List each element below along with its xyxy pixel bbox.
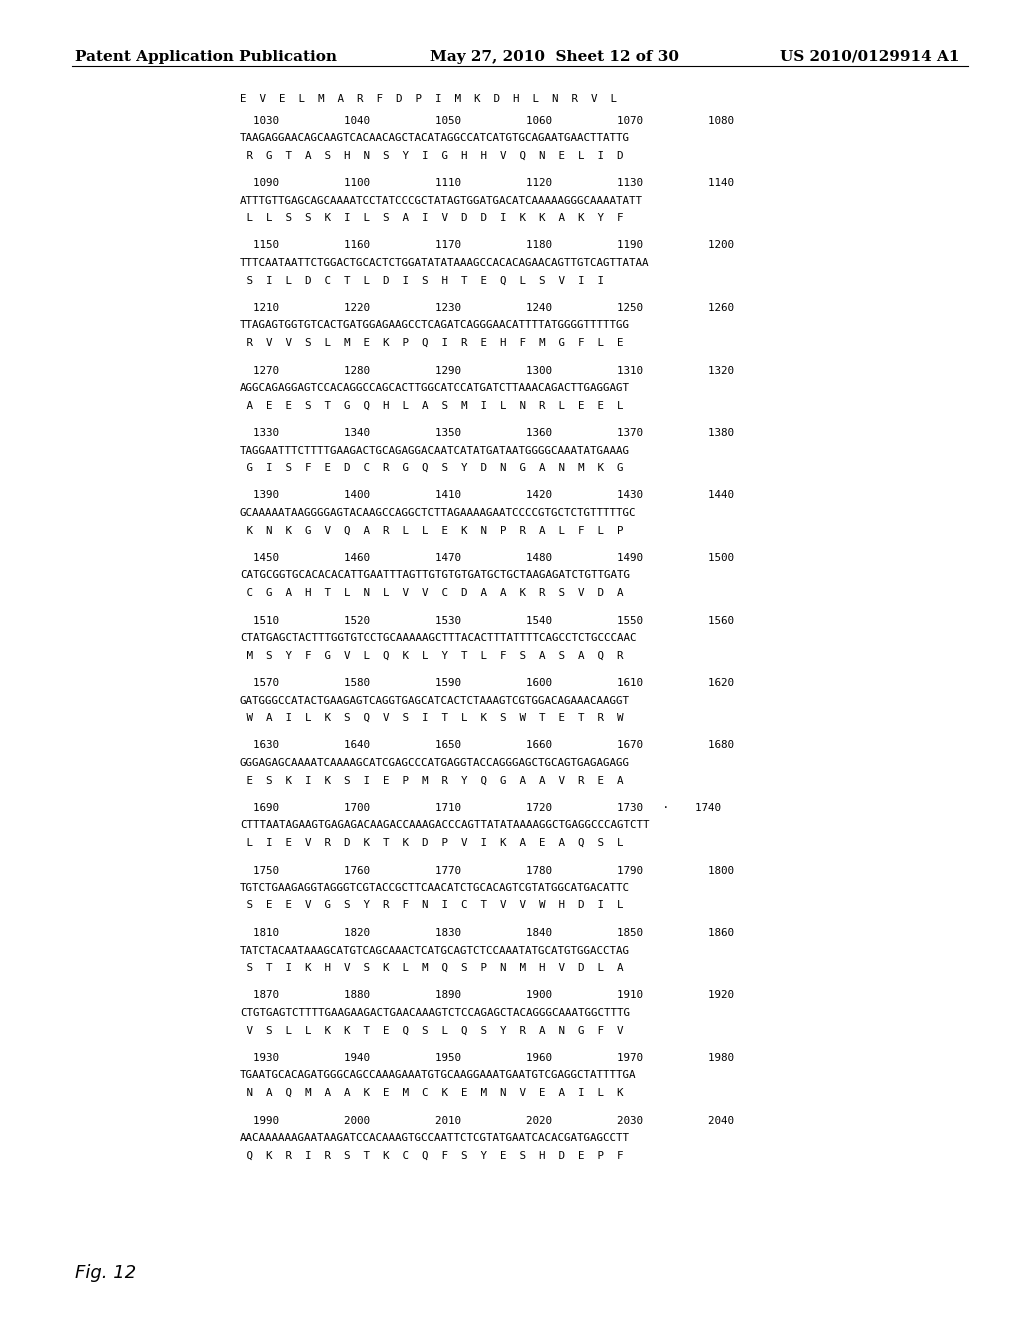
Text: ATTTGTTGAGCAGCAAAATCCTATCCCGCTATAGTGGATGACATCAAAAAGGGCAAAATATT: ATTTGTTGAGCAGCAAAATCCTATCCCGCTATAGTGGATG… — [240, 195, 643, 206]
Text: Patent Application Publication: Patent Application Publication — [75, 50, 337, 63]
Text: TAAGAGGAACAGCAAGTCACAACAGCTACATAGGCCATCATGTGCAGAATGAACTTATTG: TAAGAGGAACAGCAAGTCACAACAGCTACATAGGCCATCA… — [240, 133, 630, 143]
Text: L  L  S  S  K  I  L  S  A  I  V  D  D  I  K  K  A  K  Y  F: L L S S K I L S A I V D D I K K A K Y F — [240, 213, 624, 223]
Text: K  N  K  G  V  Q  A  R  L  L  E  K  N  P  R  A  L  F  L  P: K N K G V Q A R L L E K N P R A L F L P — [240, 525, 624, 536]
Text: May 27, 2010  Sheet 12 of 30: May 27, 2010 Sheet 12 of 30 — [430, 50, 679, 63]
Text: 1630          1640          1650          1660          1670          1680: 1630 1640 1650 1660 1670 1680 — [240, 741, 734, 751]
Text: TAGGAATTTCTTTTGAAGACTGCAGAGGACAATCATATGATAATGGGGCAAATATGAAAG: TAGGAATTTCTTTTGAAGACTGCAGAGGACAATCATATGA… — [240, 446, 630, 455]
Text: 1390          1400          1410          1420          1430          1440: 1390 1400 1410 1420 1430 1440 — [240, 491, 734, 500]
Text: 1990          2000          2010          2020          2030          2040: 1990 2000 2010 2020 2030 2040 — [240, 1115, 734, 1126]
Text: R  V  V  S  L  M  E  K  P  Q  I  R  E  H  F  M  G  F  L  E: R V V S L M E K P Q I R E H F M G F L E — [240, 338, 624, 348]
Text: S  I  L  D  C  T  L  D  I  S  H  T  E  Q  L  S  V  I  I: S I L D C T L D I S H T E Q L S V I I — [240, 276, 604, 285]
Text: 1510          1520          1530          1540          1550          1560: 1510 1520 1530 1540 1550 1560 — [240, 615, 734, 626]
Text: 1270          1280          1290          1300          1310          1320: 1270 1280 1290 1300 1310 1320 — [240, 366, 734, 375]
Text: US 2010/0129914 A1: US 2010/0129914 A1 — [780, 50, 961, 63]
Text: CTTTAATAGAAGTGAGAGACAAGACCAAAGACCCAGTTATATAAAAGGCTGAGGCCCAGTCTT: CTTTAATAGAAGTGAGAGACAAGACCAAAGACCCAGTTAT… — [240, 821, 649, 830]
Text: M  S  Y  F  G  V  L  Q  K  L  Y  T  L  F  S  A  S  A  Q  R: M S Y F G V L Q K L Y T L F S A S A Q R — [240, 651, 624, 660]
Text: 1870          1880          1890          1900          1910          1920: 1870 1880 1890 1900 1910 1920 — [240, 990, 734, 1001]
Text: C  G  A  H  T  L  N  L  V  V  C  D  A  A  K  R  S  V  D  A: C G A H T L N L V V C D A A K R S V D A — [240, 587, 624, 598]
Text: TATCTACAATAAAGCATGTCAGCAAACTCATGCAGTCTCCAAATATGCATGTGGACCTAG: TATCTACAATAAAGCATGTCAGCAAACTCATGCAGTCTCC… — [240, 945, 630, 956]
Text: 1690          1700          1710          1720          1730   ·    1740: 1690 1700 1710 1720 1730 · 1740 — [240, 803, 721, 813]
Text: R  G  T  A  S  H  N  S  Y  I  G  H  H  V  Q  N  E  L  I  D: R G T A S H N S Y I G H H V Q N E L I D — [240, 150, 624, 161]
Text: W  A  I  L  K  S  Q  V  S  I  T  L  K  S  W  T  E  T  R  W: W A I L K S Q V S I T L K S W T E T R W — [240, 713, 624, 723]
Text: CTGTGAGTCTTTTGAAGAAGACTGAACAAAGTCTCCAGAGCTACAGGGCAAATGGCTTTG: CTGTGAGTCTTTTGAAGAAGACTGAACAAAGTCTCCAGAG… — [240, 1008, 630, 1018]
Text: E  V  E  L  M  A  R  F  D  P  I  M  K  D  H  L  N  R  V  L: E V E L M A R F D P I M K D H L N R V L — [240, 94, 617, 104]
Text: TGTCTGAAGAGGTAGGGTCGTACCGCTTCAACATCTGCACAGTCGTATGGCATGACATTC: TGTCTGAAGAGGTAGGGTCGTACCGCTTCAACATCTGCAC… — [240, 883, 630, 894]
Text: GGGAGAGCAAAATCAAAAGCATCGAGCCCATGAGGTACCAGGGAGCTGCAGTGAGAGAGG: GGGAGAGCAAAATCAAAAGCATCGAGCCCATGAGGTACCA… — [240, 758, 630, 768]
Text: 1330          1340          1350          1360          1370          1380: 1330 1340 1350 1360 1370 1380 — [240, 428, 734, 438]
Text: CATGCGGTGCACACACATTGAATTTAGTTGTGTGTGATGCTGCTAAGAGATCTGTTGATG: CATGCGGTGCACACACATTGAATTTAGTTGTGTGTGATGC… — [240, 570, 630, 581]
Text: Fig. 12: Fig. 12 — [75, 1265, 136, 1282]
Text: E  S  K  I  K  S  I  E  P  M  R  Y  Q  G  A  A  V  R  E  A: E S K I K S I E P M R Y Q G A A V R E A — [240, 776, 624, 785]
Text: AACAAAAAAGAATAAGATCCACAAAGTGCCAATTCTCGTATGAATCACACGATGAGCCTT: AACAAAAAAGAATAAGATCCACAAAGTGCCAATTCTCGTA… — [240, 1133, 630, 1143]
Text: TGAATGCACAGATGGGCAGCCAAAGAAATGTGCAAGGAAATGAATGTCGAGGCTATTTTGA: TGAATGCACAGATGGGCAGCCAAAGAAATGTGCAAGGAAA… — [240, 1071, 637, 1081]
Text: S  T  I  K  H  V  S  K  L  M  Q  S  P  N  M  H  V  D  L  A: S T I K H V S K L M Q S P N M H V D L A — [240, 964, 624, 973]
Text: 1090          1100          1110          1120          1130          1140: 1090 1100 1110 1120 1130 1140 — [240, 178, 734, 187]
Text: S  E  E  V  G  S  Y  R  F  N  I  C  T  V  V  W  H  D  I  L: S E E V G S Y R F N I C T V V W H D I L — [240, 900, 624, 911]
Text: 1750          1760          1770          1780          1790          1800: 1750 1760 1770 1780 1790 1800 — [240, 866, 734, 875]
Text: G  I  S  F  E  D  C  R  G  Q  S  Y  D  N  G  A  N  M  K  G: G I S F E D C R G Q S Y D N G A N M K G — [240, 463, 624, 473]
Text: N  A  Q  M  A  A  K  E  M  C  K  E  M  N  V  E  A  I  L  K: N A Q M A A K E M C K E M N V E A I L K — [240, 1088, 624, 1098]
Text: 1210          1220          1230          1240          1250          1260: 1210 1220 1230 1240 1250 1260 — [240, 304, 734, 313]
Text: 1150          1160          1170          1180          1190          1200: 1150 1160 1170 1180 1190 1200 — [240, 240, 734, 251]
Text: 1570          1580          1590          1600          1610          1620: 1570 1580 1590 1600 1610 1620 — [240, 678, 734, 688]
Text: A  E  E  S  T  G  Q  H  L  A  S  M  I  L  N  R  L  E  E  L: A E E S T G Q H L A S M I L N R L E E L — [240, 400, 624, 411]
Text: L  I  E  V  R  D  K  T  K  D  P  V  I  K  A  E  A  Q  S  L: L I E V R D K T K D P V I K A E A Q S L — [240, 838, 624, 847]
Text: GCAAAAATAAGGGGAGTACAAGCCAGGCTCTTAGAAAAGAATCCCCGTGCTCTGTTTTTGC: GCAAAAATAAGGGGAGTACAAGCCAGGCTCTTAGAAAAGA… — [240, 508, 637, 517]
Text: 1450          1460          1470          1480          1490          1500: 1450 1460 1470 1480 1490 1500 — [240, 553, 734, 564]
Text: 1930          1940          1950          1960          1970          1980: 1930 1940 1950 1960 1970 1980 — [240, 1053, 734, 1063]
Text: TTTCAATAATTCTGGACTGCACTCTGGATATATAAAGCCACACAGAACAGTTGTCAGTTATAA: TTTCAATAATTCTGGACTGCACTCTGGATATATAAAGCCA… — [240, 257, 649, 268]
Text: CTATGAGCTACTTTGGTGTCCTGCAAAAAGCTTTACACTTTATTTTCAGCCTCTGCCCAAC: CTATGAGCTACTTTGGTGTCCTGCAAAAAGCTTTACACTT… — [240, 634, 637, 643]
Text: GATGGGCCATACTGAAGAGTCAGGTGAGCATCACTCTAAAGTCGTGGACAGAAACAAGGT: GATGGGCCATACTGAAGAGTCAGGTGAGCATCACTCTAAA… — [240, 696, 630, 705]
Text: TTAGAGTGGTGTCACTGATGGAGAAGCCTCAGATCAGGGAACATTTTATGGGGTTTTTGG: TTAGAGTGGTGTCACTGATGGAGAAGCCTCAGATCAGGGA… — [240, 321, 630, 330]
Text: V  S  L  L  K  K  T  E  Q  S  L  Q  S  Y  R  A  N  G  F  V: V S L L K K T E Q S L Q S Y R A N G F V — [240, 1026, 624, 1035]
Text: 1030          1040          1050          1060          1070          1080: 1030 1040 1050 1060 1070 1080 — [240, 116, 734, 125]
Text: 1810          1820          1830          1840          1850          1860: 1810 1820 1830 1840 1850 1860 — [240, 928, 734, 939]
Text: Q  K  R  I  R  S  T  K  C  Q  F  S  Y  E  S  H  D  E  P  F: Q K R I R S T K C Q F S Y E S H D E P F — [240, 1151, 624, 1160]
Text: AGGCAGAGGAGTCCACAGGCCAGCACTTGGCATCCATGATCTTAAACAGACTTGAGGAGT: AGGCAGAGGAGTCCACAGGCCAGCACTTGGCATCCATGAT… — [240, 383, 630, 393]
